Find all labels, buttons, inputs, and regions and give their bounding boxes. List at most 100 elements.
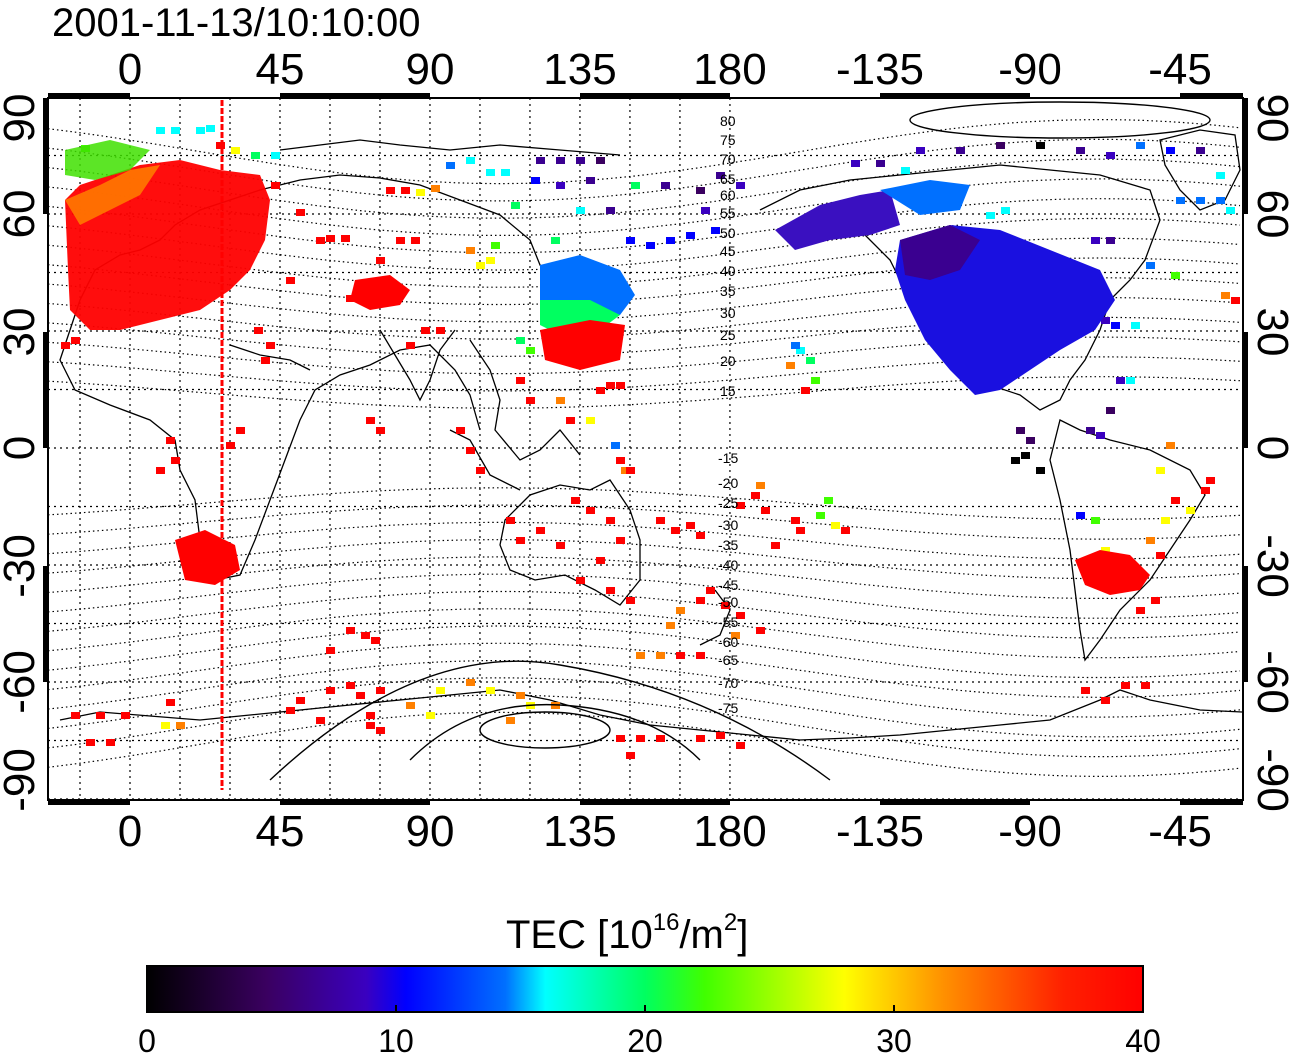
tec-cell: [61, 342, 70, 349]
tec-cell: [231, 147, 240, 154]
tec-cell: [686, 522, 695, 529]
tec-cell: [716, 172, 725, 179]
tec-cell: [796, 347, 805, 354]
frame-bar: [43, 98, 49, 214]
tec-cell: [606, 587, 615, 594]
contour-label: -15: [718, 450, 738, 466]
contour-label: 35: [720, 283, 736, 299]
bottom-axis-tick: 180: [693, 807, 766, 856]
central-asia-tec-region: [350, 275, 410, 310]
tec-cell: [791, 517, 800, 524]
tec-cell: [616, 382, 625, 389]
tec-cell: [326, 687, 335, 694]
tec-cell: [346, 682, 355, 689]
frame-bar: [880, 93, 1030, 99]
right-axis-tick: 30: [1248, 308, 1292, 357]
tec-cell: [171, 127, 180, 134]
tec-cell: [1206, 477, 1215, 484]
tec-cell: [271, 152, 280, 159]
tec-cell: [1101, 697, 1110, 704]
bottom-axis-tick: 90: [406, 807, 455, 856]
tec-cell: [1136, 607, 1145, 614]
contour-label: 80: [720, 113, 736, 129]
contour-label: 65: [720, 171, 736, 187]
tec-cell: [806, 357, 815, 364]
tec-cell: [476, 467, 485, 474]
tec-cell: [811, 377, 820, 384]
top-axis-tick: 45: [256, 45, 305, 94]
tec-cell: [86, 739, 95, 746]
tec-cell: [356, 692, 365, 699]
left-axis-tick: 90: [0, 94, 44, 143]
colorbar-tick-label: 10: [378, 1023, 414, 1057]
tec-cell: [786, 362, 795, 369]
tec-cell: [511, 202, 520, 209]
canada-north-tec: [880, 180, 970, 215]
tec-cell: [371, 637, 380, 644]
tec-cell: [661, 182, 670, 189]
tec-cell: [526, 397, 535, 404]
frame-bar: [280, 93, 430, 99]
tec-cell: [1231, 297, 1240, 304]
tec-cell: [166, 699, 175, 706]
tec-cell: [1036, 142, 1045, 149]
contour-label: -45: [718, 577, 738, 593]
contour-line: [48, 376, 1241, 409]
tec-cell: [1011, 457, 1020, 464]
tec-cell: [1101, 547, 1110, 554]
tec-cell: [106, 739, 115, 746]
tec-cell: [1226, 207, 1235, 214]
tec-cell: [1036, 467, 1045, 474]
contour-label: 20: [720, 353, 736, 369]
tec-cell: [901, 167, 910, 174]
tec-cell: [251, 152, 260, 159]
tec-cell: [196, 127, 205, 134]
tec-cell: [1216, 197, 1225, 204]
tec-cell: [696, 735, 705, 742]
tec-cell: [576, 157, 585, 164]
tec-cell: [156, 127, 165, 134]
tec-cell: [1166, 442, 1175, 449]
contour-line: [48, 694, 1241, 758]
tec-cell: [466, 447, 475, 454]
tec-cell: [176, 722, 185, 729]
tec-cell: [816, 512, 825, 519]
tec-cell: [596, 557, 605, 564]
tec-cell: [1091, 237, 1100, 244]
tec-cell: [366, 722, 375, 729]
tec-cell: [671, 527, 680, 534]
contour-line: [48, 217, 1241, 271]
colorbar-tick-label: 40: [1125, 1023, 1161, 1057]
tec-cell: [206, 125, 215, 132]
contour-label: 50: [720, 225, 736, 241]
tec-cell: [446, 162, 455, 169]
tec-cell: [361, 632, 370, 639]
tec-cell: [156, 467, 165, 474]
contour-line: [48, 198, 1241, 254]
map-title: 2001-11-13/10:10:00: [52, 1, 420, 45]
europe-north-edge: [65, 140, 150, 180]
tec-cell: [416, 189, 425, 196]
tec-cell: [556, 397, 565, 404]
right-axis-tick: 0: [1248, 436, 1292, 460]
tec-cell: [431, 185, 440, 192]
tec-cell: [721, 602, 730, 609]
tec-cell: [396, 237, 405, 244]
tec-cell: [556, 157, 565, 164]
tec-cell: [516, 692, 525, 699]
japan-south-tec: [540, 320, 625, 370]
tec-cell: [576, 207, 585, 214]
right-axis-tick: -60: [1248, 650, 1292, 714]
colorbar-tick-label: 30: [876, 1023, 912, 1057]
tec-cell: [731, 632, 740, 639]
tec-cell: [96, 712, 105, 719]
tec-cell: [1116, 377, 1125, 384]
contour-label: -60: [718, 634, 738, 650]
tec-cell: [876, 160, 885, 167]
tec-cell: [341, 235, 350, 242]
canada-tec-region: [775, 190, 900, 250]
contour-label: -75: [718, 700, 738, 716]
top-axis-tick: 90: [406, 45, 455, 94]
tec-cell: [606, 517, 615, 524]
